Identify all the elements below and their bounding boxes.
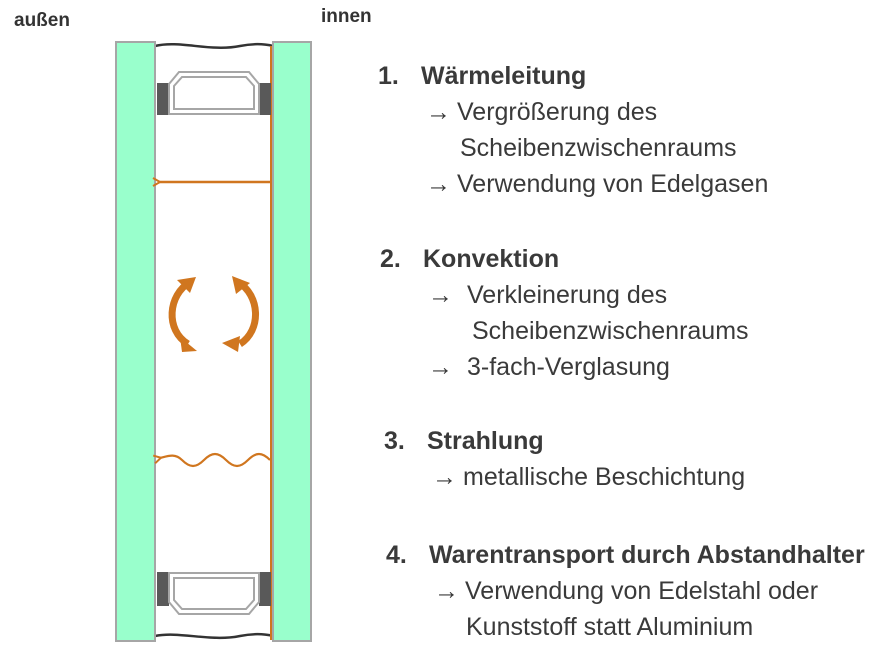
radiation-arrow [160,452,271,468]
item-1-heading: 1. Wärmeleitung [378,62,587,90]
bottom-break-line [154,632,274,640]
item-1-line-3: → Verwendung von Edelgasen [426,170,769,198]
item-4-line-1: → Verwendung von Edelstahl oder [434,577,819,605]
convection-arrows [168,276,259,352]
item-spacer-transport: 4. Warentransport durch Abstandhalter → Ve… [386,537,865,645]
item-2-heading: 2. Konvektion [380,245,560,273]
item-1-line-1: → Vergrößerung des [426,98,658,126]
item-3-line-1: → metallische Beschichtung [432,463,746,491]
item-radiation: 3. Strahlung → metallische Beschichtung [384,423,745,495]
inside-label: innen [321,6,372,27]
item-conduction: 1. Wärmeleitung → Vergrößerung des Scheibe… [378,58,768,202]
outer-glass-pane [115,41,156,642]
item-3-heading: 3. Strahlung [384,427,544,455]
inner-glass-pane [272,41,312,642]
item-2-line-2: Scheibenzwischenraums [472,317,749,345]
top-spacer [157,71,271,115]
item-4-line-2: Kunststoff statt Aluminium [466,613,754,641]
top-break-line [154,42,274,49]
bottom-spacer [157,572,271,615]
item-1-line-2: Scheibenzwischenraums [460,134,737,162]
item-4-heading: 4. Warentransport durch Abstandhalter [386,541,865,569]
outside-label: außen [14,10,70,31]
item-convection: 2. Konvektion → Verkleinerung des Scheiben… [380,241,749,385]
item-2-line-3: → 3-fach-Verglasung [428,353,670,381]
item-2-line-1: → Verkleinerung des [428,281,668,309]
